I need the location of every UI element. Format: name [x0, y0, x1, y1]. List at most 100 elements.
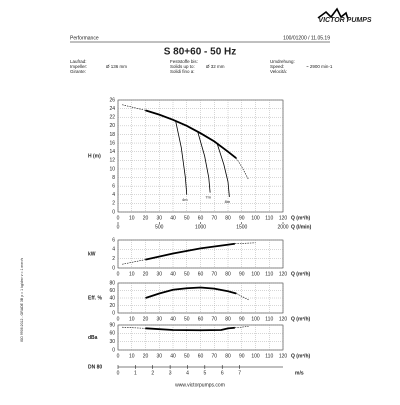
curve: [145, 109, 237, 159]
y-tick-label: 80: [109, 280, 115, 286]
footer: www.victorpumps.com: [175, 382, 225, 388]
spec-label: Solidi fino a:: [170, 69, 195, 74]
x-tick-label: 50: [184, 316, 190, 322]
y-tick-label: 26: [109, 97, 115, 103]
y-tick-label: 60: [109, 331, 115, 337]
x-tick-label: 60: [198, 316, 204, 322]
x-tick-label: 50: [184, 215, 190, 221]
spec-label: Feststoffe bis:: [170, 59, 198, 64]
curve: [197, 131, 211, 193]
y-tick-label: 12: [109, 158, 115, 164]
x2-tick-label: 2000: [277, 224, 288, 230]
x-tick-label: 120: [279, 215, 288, 221]
curve-label: 8m: [225, 199, 231, 204]
x-tick-label: 90: [239, 353, 245, 359]
spec-label: Umdrehung:: [270, 59, 295, 64]
x-tick-label: 40: [170, 271, 176, 277]
x-tick-label: 2: [151, 370, 154, 376]
x-tick-label: 120: [279, 271, 288, 277]
x-tick-label: 90: [239, 316, 245, 322]
y-tick-label: 16: [109, 140, 115, 146]
y-tick-label: 0: [112, 209, 115, 215]
x-tick-label: 60: [198, 353, 204, 359]
x-tick-label: 110: [265, 316, 273, 322]
y-label: dBa: [88, 335, 98, 341]
x-tick-label: 100: [251, 271, 260, 277]
curve-label: 7m: [205, 195, 211, 200]
y-tick-label: 20: [109, 123, 115, 129]
x2-tick-label: 1000: [195, 224, 206, 230]
y-tick-label: 90: [109, 322, 115, 328]
x-tick-label: 120: [279, 316, 288, 322]
x-tick-label: 100: [251, 353, 260, 359]
x2-tick-label: 1500: [236, 224, 247, 230]
x-tick-label: 3: [169, 370, 172, 376]
title: S 80+60 - 50 Hz: [164, 47, 237, 58]
x-tick-label: 40: [170, 353, 176, 359]
x-tick-label: 110: [265, 353, 273, 359]
x-tick-label: 70: [211, 215, 217, 221]
curve: [122, 259, 146, 265]
curve: [145, 326, 235, 332]
x-tick-label: 30: [156, 271, 162, 277]
y-label: kW: [88, 251, 96, 257]
y-tick-label: 40: [109, 295, 115, 301]
x-tick-label: 40: [170, 316, 176, 322]
y-tick-label: 14: [109, 149, 115, 155]
x-tick-label: 1: [134, 370, 137, 376]
y-label: Eff. %: [88, 295, 102, 301]
x2-tick-label: 0: [117, 224, 120, 230]
curve: [175, 121, 188, 195]
y-tick-label: 0: [112, 310, 115, 316]
x-tick-label: 0: [117, 215, 120, 221]
x-label: Q (m³/h): [291, 353, 310, 359]
x-tick-label: 0: [117, 316, 120, 322]
x-tick-label: 20: [143, 316, 149, 322]
spec-label: Speed:: [270, 64, 284, 69]
x-tick-label: 80: [225, 215, 231, 221]
y-tick-label: 0: [112, 265, 115, 271]
y-tick-label: 6: [112, 237, 115, 243]
y-tick-label: 30: [109, 339, 115, 345]
x-tick-label: 10: [129, 316, 135, 322]
x-label: Q (m³/h): [291, 271, 310, 277]
x-tick-label: 30: [156, 316, 162, 322]
x-tick-label: 0: [117, 370, 120, 376]
x-tick-label: 40: [170, 215, 176, 221]
spec-label: Laufrad:: [70, 59, 87, 64]
y-tick-label: 2: [112, 256, 115, 262]
x-tick-label: 5: [203, 370, 206, 376]
y-tick-label: 10: [109, 166, 115, 172]
x-tick-label: 6: [221, 370, 224, 376]
section: Performance: [70, 35, 99, 41]
x-tick-label: 10: [129, 353, 135, 359]
y-tick-label: 22: [109, 115, 115, 121]
x-tick-label: 100: [251, 316, 260, 322]
doc-ref: 100/01200 / 11.05.19: [283, 35, 330, 41]
curve: [235, 157, 249, 180]
y-tick-label: 24: [109, 106, 115, 112]
x-tick-label: 20: [143, 271, 149, 277]
y-tick-label: 60: [109, 288, 115, 294]
y-tick-label: 4: [112, 247, 115, 253]
x2-tick-label: 500: [155, 224, 164, 230]
x-tick-label: 110: [265, 215, 273, 221]
x-tick-label: 80: [225, 271, 231, 277]
curve: [122, 104, 146, 111]
spec-label: Impeller:: [70, 64, 87, 69]
x-tick-label: 80: [225, 353, 231, 359]
x-tick-label: 50: [184, 353, 190, 359]
x-tick-label: 100: [251, 215, 260, 221]
y-tick-label: 6: [112, 183, 115, 189]
x-tick-label: 20: [143, 215, 149, 221]
x-tick-label: 80: [225, 316, 231, 322]
y-label: DN 80: [88, 364, 102, 370]
x2-label: Q (l/min): [291, 224, 312, 230]
x-tick-label: 30: [156, 353, 162, 359]
x-tick-label: 90: [239, 215, 245, 221]
y-tick-label: 2: [112, 201, 115, 207]
spec-label: Girante:: [70, 69, 86, 74]
logo-mark: [317, 7, 349, 20]
spec-value: ~ 2900 min-1: [306, 64, 333, 69]
